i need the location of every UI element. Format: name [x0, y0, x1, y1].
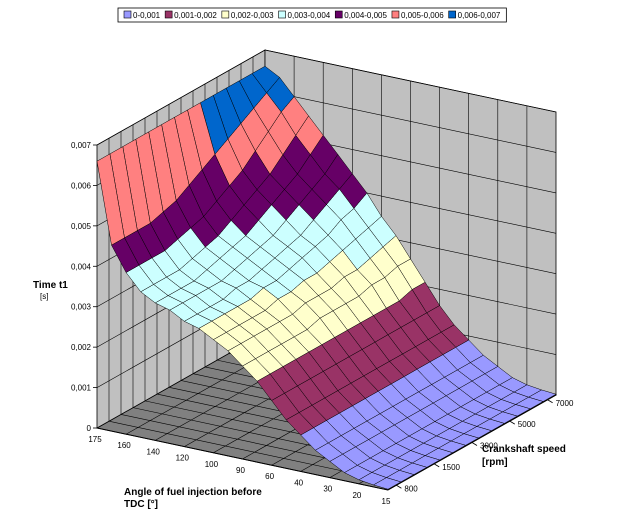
- angle-axis-title-line2: TDC [°]: [124, 499, 158, 510]
- angle-tick-label: 160: [117, 441, 131, 450]
- legend-label: 0,002-0,003: [231, 11, 274, 20]
- angle-tick-label: 120: [176, 454, 190, 463]
- speed-tick-mark: [433, 463, 440, 468]
- angle-tick-label: 140: [147, 447, 161, 456]
- legend-label: 0,006-0,007: [458, 11, 501, 20]
- z-axis-ticks: 0 0,001 0,002 0,003 0,004 0,005 0,006 0,007: [71, 141, 97, 433]
- legend-swatch: [391, 10, 400, 19]
- angle-tick-label: 30: [323, 485, 332, 494]
- legend-swatch: [448, 10, 456, 19]
- angle-tick-label: 15: [382, 497, 391, 506]
- z-tick-label: 0,006: [71, 181, 92, 190]
- legend-label: 0,003-0,004: [288, 11, 331, 20]
- legend-swatch: [164, 10, 173, 19]
- legend-frame: [117, 7, 507, 23]
- speed-tick-mark: [547, 399, 553, 404]
- legend-label: 0,004-0,005: [344, 11, 387, 20]
- z-tick-label: 0,004: [71, 262, 92, 271]
- z-tick-label: 0,003: [71, 303, 92, 312]
- z-tick-label: 0,007: [71, 141, 92, 150]
- speed-tick-label: 7000: [556, 399, 574, 408]
- speed-tick-label: 5000: [518, 420, 536, 429]
- angle-axis-title: Angle of fuel injection before: [124, 487, 262, 498]
- legend-swatch: [123, 10, 132, 19]
- z-tick-label: 0: [87, 424, 92, 433]
- speed-axis-ticks: 800 1500 3000 5000 7000: [396, 399, 574, 493]
- angle-tick-label: 175: [88, 435, 102, 444]
- angle-tick-label: 20: [352, 491, 361, 500]
- surface-cell: [96, 153, 125, 246]
- legend-label: 0-0,001: [133, 11, 161, 20]
- legend-swatch: [221, 10, 230, 19]
- speed-tick-label: 800: [404, 484, 418, 493]
- speed-axis-unit: [rpm]: [482, 457, 508, 468]
- chart-legend: 0-0,001 0,001-0,002 0,002-0,003 0,003-0,004…: [117, 7, 507, 23]
- angle-tick-label: 90: [236, 466, 245, 475]
- angle-tick-label: 40: [294, 478, 303, 487]
- z-axis-unit: [s]: [40, 292, 48, 301]
- speed-tick-mark: [396, 484, 402, 489]
- speed-tick-label: 3000: [480, 442, 498, 451]
- speed-tick-mark: [471, 442, 478, 446]
- angle-axis-ticks: 175 160 140 120 100 90 60 40 30 20 15: [88, 435, 391, 506]
- speed-axis-title: Crankshaft speed: [482, 444, 566, 455]
- speed-tick-mark: [509, 420, 516, 425]
- chart-surface: [96, 65, 557, 490]
- legend-label: 0,005-0,006: [401, 11, 444, 20]
- angle-tick-label: 100: [205, 460, 219, 469]
- speed-tick-label: 1500: [442, 463, 460, 472]
- legend-swatch: [334, 10, 343, 19]
- z-tick-label: 0,005: [71, 222, 92, 231]
- legend-label: 0,001-0,002: [174, 11, 217, 20]
- angle-axis-line: [96, 427, 389, 491]
- angle-tick-label: 60: [265, 472, 274, 481]
- legend-swatch: [278, 10, 286, 19]
- z-tick-label: 0,002: [71, 343, 92, 352]
- z-axis-title: Time t1: [33, 280, 68, 291]
- wall-gridline: [96, 49, 557, 146]
- z-tick-label: 0,001: [71, 384, 92, 393]
